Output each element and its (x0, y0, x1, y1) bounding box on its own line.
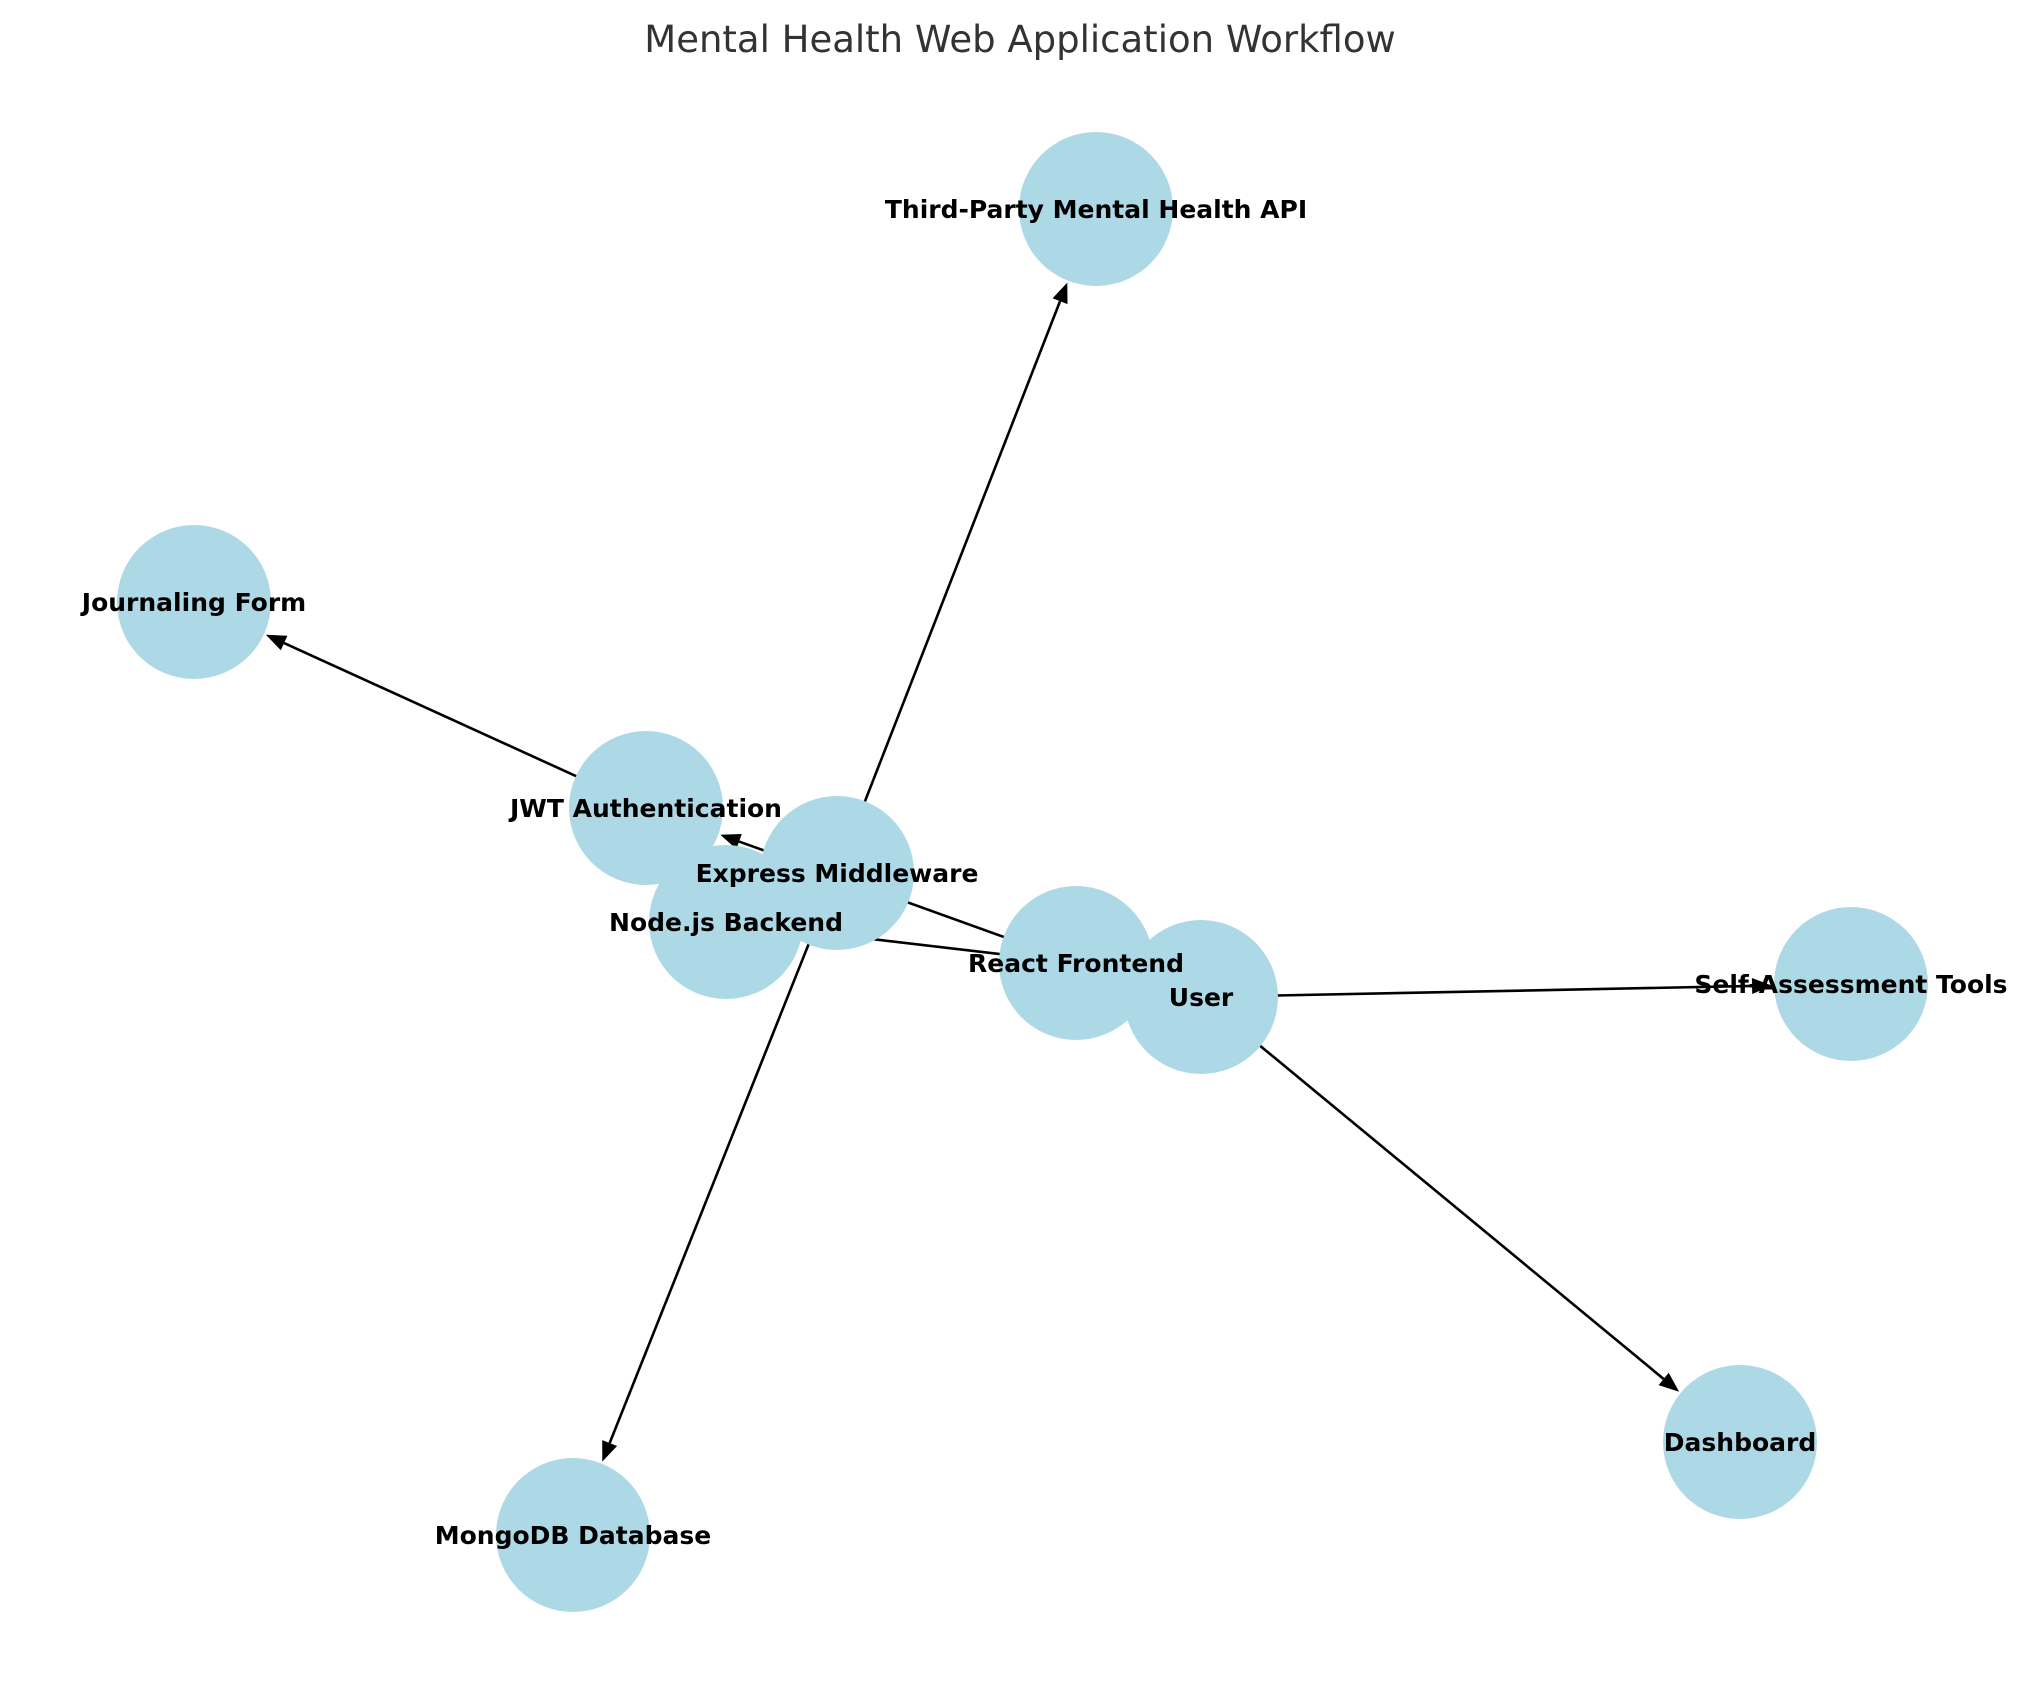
arrow-head-icon (1658, 1372, 1680, 1392)
node-label-express-middleware: Express Middleware (696, 859, 979, 888)
node-react-frontend (999, 886, 1153, 1040)
node-user (1124, 920, 1278, 1074)
node-label-react-frontend: React Frontend (968, 949, 1184, 978)
node-label-mongodb: MongoDB Database (435, 1521, 711, 1550)
node-label-jwt-auth: JWT Authentication (508, 794, 782, 823)
labels-layer: Third-Party Mental Health API Journaling … (80, 195, 2008, 1550)
node-mongodb (496, 1458, 650, 1612)
nodes-layer (117, 132, 1928, 1612)
arrow-head-icon (602, 1440, 618, 1462)
diagram-title: Mental Health Web Application Workflow (644, 18, 1395, 61)
edges-layer (265, 282, 1772, 1462)
node-label-user: User (1169, 983, 1234, 1012)
node-journaling-form (117, 525, 271, 679)
edge-user-to-dashboard (1200, 995, 1680, 1392)
edge-line (1200, 995, 1665, 1380)
node-label-self-assessment: Self-Assessment Tools (1694, 970, 2007, 999)
node-jwt-auth (569, 731, 723, 885)
node-label-node-backend: Node.js Backend (609, 908, 843, 937)
node-label-journaling-form: Journaling Form (80, 588, 306, 617)
edge-line (608, 872, 839, 1444)
edge-express-middleware-to-mongodb (602, 872, 839, 1462)
node-label-dashboard: Dashboard (1664, 1428, 1816, 1457)
node-label-third-party-api: Third-Party Mental Health API (885, 195, 1307, 224)
arrow-head-icon (1751, 978, 1772, 994)
node-self-assessment (1774, 907, 1928, 1061)
node-third-party-api (1019, 132, 1173, 286)
arrow-head-icon (265, 634, 288, 651)
node-dashboard (1663, 1365, 1817, 1519)
arrow-head-icon (720, 834, 742, 850)
edge-line (1200, 984, 1753, 999)
edge-line (835, 300, 1062, 874)
edge-express-middleware-to-third-party-api (835, 282, 1068, 874)
edge-user-to-self-assessment (1200, 978, 1772, 999)
arrow-head-icon (1052, 282, 1068, 305)
node-express-middleware (760, 796, 914, 950)
